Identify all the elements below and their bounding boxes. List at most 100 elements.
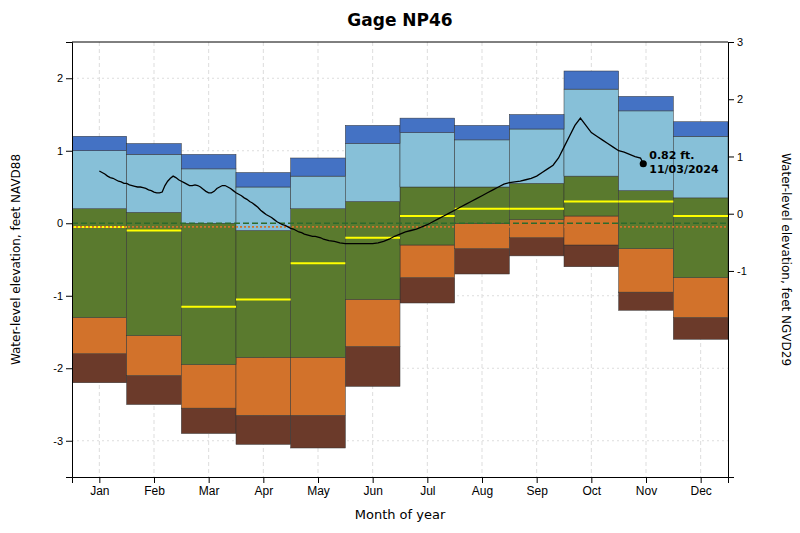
bar: [181, 408, 236, 433]
annotation-text: 0.82 ft.: [649, 149, 694, 162]
tick-label: 0: [737, 208, 743, 220]
tick-mark: [99, 477, 100, 483]
bar: [181, 223, 236, 364]
bar: [291, 176, 346, 209]
median-line: [509, 208, 564, 210]
tick: 2: [728, 93, 743, 105]
bar: [619, 191, 674, 249]
bar: [564, 71, 619, 89]
median-line: [619, 201, 674, 203]
y-axis: -3-2-1012: [53, 43, 72, 478]
bar: [509, 129, 564, 183]
tick-label: 2: [737, 93, 743, 105]
frame: [72, 42, 728, 43]
tick: 2: [57, 72, 72, 84]
bar: [619, 292, 674, 310]
tick-label: 2: [57, 72, 63, 84]
tick-mark: [66, 441, 72, 442]
bar: [236, 231, 291, 358]
tick-mark: [482, 477, 483, 483]
tick: 0: [728, 208, 743, 220]
x-axis: JanFebMarAprMayJunJulAugSepOctNovDec: [73, 477, 729, 498]
reference-line: [72, 222, 728, 224]
bar: [345, 144, 400, 202]
tick: Oct: [582, 477, 601, 498]
bar: [673, 122, 728, 137]
bar: [673, 198, 728, 278]
bar: [455, 140, 510, 187]
bar: [400, 118, 455, 133]
tick-mark: [66, 296, 72, 297]
tick-label: 1: [737, 150, 743, 162]
tick-mark: [537, 477, 538, 483]
tick-label: 0: [57, 217, 63, 229]
grid-line: [72, 440, 728, 441]
tick: Jan: [90, 477, 109, 498]
bar: [619, 249, 674, 293]
tick-mark: [66, 78, 72, 79]
tick-mark: [701, 477, 702, 483]
bar: [455, 125, 510, 140]
plot-area: [72, 71, 728, 448]
bar: [455, 249, 510, 274]
y2-axis-title: Water-level elevation, feet NGVD29: [779, 153, 793, 366]
tick: Jun: [363, 477, 382, 498]
tick: 0: [57, 217, 72, 229]
annotation-text: 11/03/2024: [649, 163, 719, 176]
x-axis-title: Month of year: [355, 507, 446, 522]
bar: [400, 133, 455, 187]
bar: [236, 415, 291, 444]
bar: [127, 212, 182, 335]
median-line: [455, 208, 510, 210]
bar: [72, 354, 127, 383]
observation-line: [99, 118, 643, 243]
tick-mark: [318, 477, 319, 483]
tick: -1: [53, 290, 72, 302]
tick-mark: [728, 214, 734, 215]
bar: [127, 144, 182, 155]
bar: [400, 187, 455, 245]
bar: [564, 216, 619, 245]
tick: -2: [53, 362, 72, 374]
bar: [236, 173, 291, 188]
axis-line: [729, 43, 735, 478]
band: [72, 89, 728, 230]
tick-mark: [728, 99, 734, 100]
tick-label: Mar: [199, 484, 220, 498]
bar: [509, 220, 564, 238]
tick-mark: [66, 151, 72, 152]
bar: [345, 202, 400, 300]
bar: [673, 278, 728, 318]
tick: Feb: [144, 477, 165, 498]
bar: [509, 115, 564, 130]
tick-label: Oct: [582, 484, 601, 498]
bar: [400, 245, 455, 278]
median: [72, 202, 728, 307]
grid: [72, 42, 728, 477]
axis-line: [66, 43, 73, 478]
bar: [673, 318, 728, 340]
tick: Jul: [420, 477, 435, 498]
tick-label: Dec: [690, 484, 711, 498]
bar: [181, 169, 236, 223]
tick-label: -2: [53, 362, 63, 374]
median-line: [236, 298, 291, 300]
bar: [127, 336, 182, 376]
tick-label: 3: [737, 36, 743, 48]
tick-mark: [209, 477, 210, 483]
median-line: [564, 201, 619, 203]
tick-label: -3: [53, 435, 63, 447]
bar: [345, 347, 400, 387]
bar: [509, 183, 564, 219]
reference-line: [72, 226, 728, 228]
median-line: [181, 306, 236, 308]
tick-mark: [728, 156, 734, 157]
tick: Mar: [199, 477, 220, 498]
tick-mark: [728, 42, 734, 43]
tick-mark: [728, 271, 734, 272]
grid-line: [72, 78, 728, 79]
bar: [509, 238, 564, 256]
grid-line: [536, 42, 537, 477]
bar: [72, 318, 127, 354]
bar: [236, 357, 291, 415]
